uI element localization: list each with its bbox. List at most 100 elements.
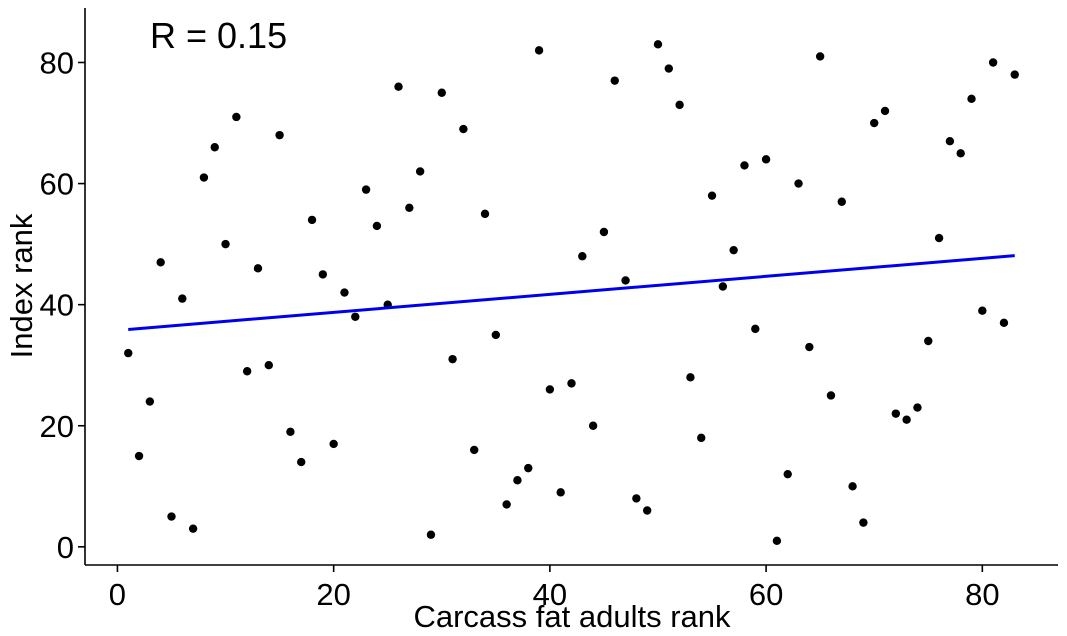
data-point [859,518,868,527]
data-point [264,361,273,370]
data-point [772,536,782,545]
data-point [697,433,706,443]
data-point [318,270,328,279]
data-point [524,463,533,473]
data-point [210,143,219,152]
data-point [480,209,490,219]
data-point [707,191,717,200]
data-point [242,367,252,376]
data-point [967,94,976,104]
data-point [934,233,944,243]
y-axis-title: Index rank [4,213,39,358]
data-point [880,106,890,116]
data-point [686,373,695,382]
data-point [351,312,360,321]
data-point [729,245,738,255]
data-point [394,82,403,91]
data-point [610,76,619,85]
trend-line [128,254,1015,331]
data-point [307,215,317,225]
data-point [653,40,663,49]
data-point [513,476,522,485]
y-tick-label: 40 [40,288,74,323]
data-point [870,118,879,128]
data-point [913,403,922,412]
data-point [534,46,544,55]
data-point [664,64,673,73]
data-point [642,506,652,515]
data-point [459,124,468,134]
data-point [134,451,144,461]
y-tick-label: 20 [40,409,74,444]
points-layer [124,40,1019,545]
data-point [1010,70,1019,79]
data-point [502,500,511,509]
x-tick-label: 60 [749,577,783,612]
x-axis-title: Carcass fat adults rank [413,599,731,634]
data-point [275,130,284,140]
data-point [470,445,479,455]
data-point [567,379,576,388]
data-point [167,512,176,521]
data-point [988,58,998,67]
data-point [156,258,165,267]
data-point [253,264,263,273]
data-point [578,252,587,261]
y-tick-label: 0 [57,530,74,565]
data-point [426,530,436,539]
data-point [415,167,425,176]
data-point [675,100,684,110]
y-tick-label: 80 [40,45,74,80]
data-point [945,136,955,146]
data-point [588,421,598,430]
data-point [751,324,760,334]
data-point [405,203,414,212]
data-point [286,427,295,437]
data-point [718,282,728,291]
data-point [815,52,825,61]
data-point [372,221,382,231]
data-point [826,391,836,400]
data-point [188,524,198,533]
x-axis-ticks: 0 20 40 60 80 [109,565,1000,612]
correlation-annotation: R = 0.15 [150,15,287,56]
data-point [891,409,901,418]
data-point [783,469,792,479]
y-tick-label: 60 [40,167,74,202]
data-point [545,385,555,394]
data-point [902,415,911,424]
data-point [437,88,446,97]
data-point [805,342,814,352]
x-tick-label: 80 [965,577,999,612]
x-tick-label: 40 [533,577,567,612]
data-point [329,439,338,449]
data-point [221,239,230,249]
data-point [448,354,457,364]
data-point [361,185,371,194]
data-point [199,173,209,182]
data-point [297,457,306,467]
data-point [491,330,501,340]
data-point [145,397,155,406]
x-tick-label: 0 [109,577,126,612]
data-point [761,155,771,164]
data-point [599,227,609,237]
x-tick-label: 20 [316,577,350,612]
data-point [978,306,987,315]
data-point [124,348,133,358]
data-point [632,494,641,503]
data-point [924,336,933,346]
data-point [740,161,749,170]
data-point [848,482,857,491]
data-point [178,294,187,303]
data-point [956,149,965,158]
data-point [340,288,349,297]
y-axis-ticks: 0 20 40 60 80 [40,45,85,565]
data-point [999,318,1009,328]
data-point [556,488,565,497]
data-point [794,179,803,188]
data-point [232,112,241,122]
data-point [621,276,630,285]
data-point [837,197,846,206]
